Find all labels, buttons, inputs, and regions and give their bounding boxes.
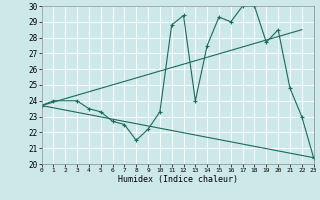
- X-axis label: Humidex (Indice chaleur): Humidex (Indice chaleur): [118, 175, 237, 184]
